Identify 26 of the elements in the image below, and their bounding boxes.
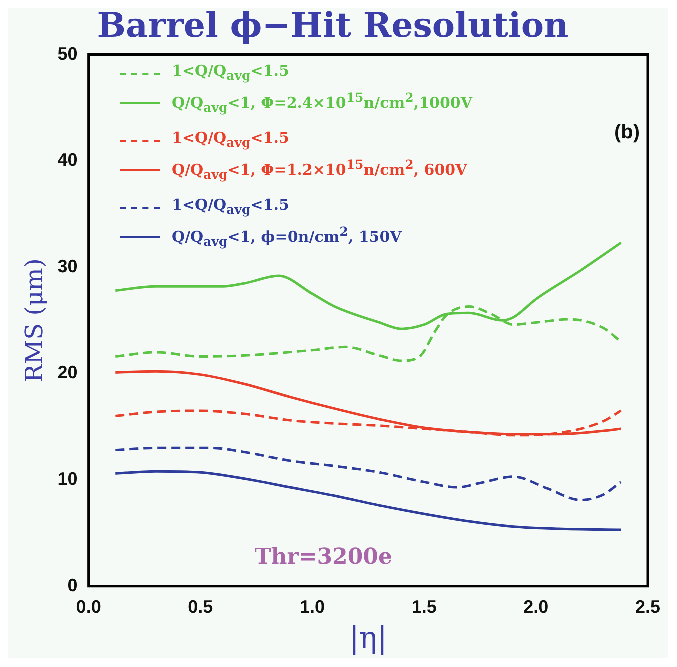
x-tick-label: 0.0 [76, 597, 102, 618]
y-tick-label: 50 [58, 44, 78, 64]
annotation: (b) [614, 121, 640, 144]
y-tick-label: 20 [58, 362, 78, 383]
y-axis-title: RMS (μm) [20, 258, 49, 382]
x-tick-label: 0.5 [188, 597, 214, 618]
y-tick-label: 10 [58, 469, 78, 490]
x-tick-label: 2.5 [635, 597, 661, 618]
legend-label: Q/Q$_{avg}$<1, Φ=2.4×10$^{15}$n/cm$^{2}$,1000V [172, 89, 472, 117]
legend-label: Q/Q$_{avg}$<1, ϕ=0n/cm$^{2}$, 150V [172, 223, 402, 251]
chart-title: Barrel ϕ−Hit Resolution [97, 6, 569, 46]
x-axis-title: |η| [349, 620, 388, 656]
y-tick-label: 40 [58, 150, 78, 170]
legend-label: Q/Q$_{avg}$<1, Φ=1.2×10$^{15}$n/cm$^{2}$, 600V [172, 156, 468, 184]
line-series [114, 370, 622, 436]
legend-label: 1<Q/Q$_{avg}$<1.5 [172, 61, 290, 85]
x-tick-label: 1.0 [300, 597, 326, 618]
line-series [114, 470, 622, 532]
y-tick-label: 0 [68, 575, 78, 596]
y-tick-label: 30 [58, 256, 78, 276]
legend-label: 1<Q/Q$_{avg}$<1.5 [172, 195, 290, 219]
x-tick-label: 1.5 [412, 597, 437, 618]
line-series [114, 446, 622, 502]
legend-label: 1<Q/Q$_{avg}$<1.5 [172, 128, 290, 152]
x-tick-label: 2.0 [524, 597, 549, 618]
annotation: Thr=3200e [254, 544, 392, 570]
